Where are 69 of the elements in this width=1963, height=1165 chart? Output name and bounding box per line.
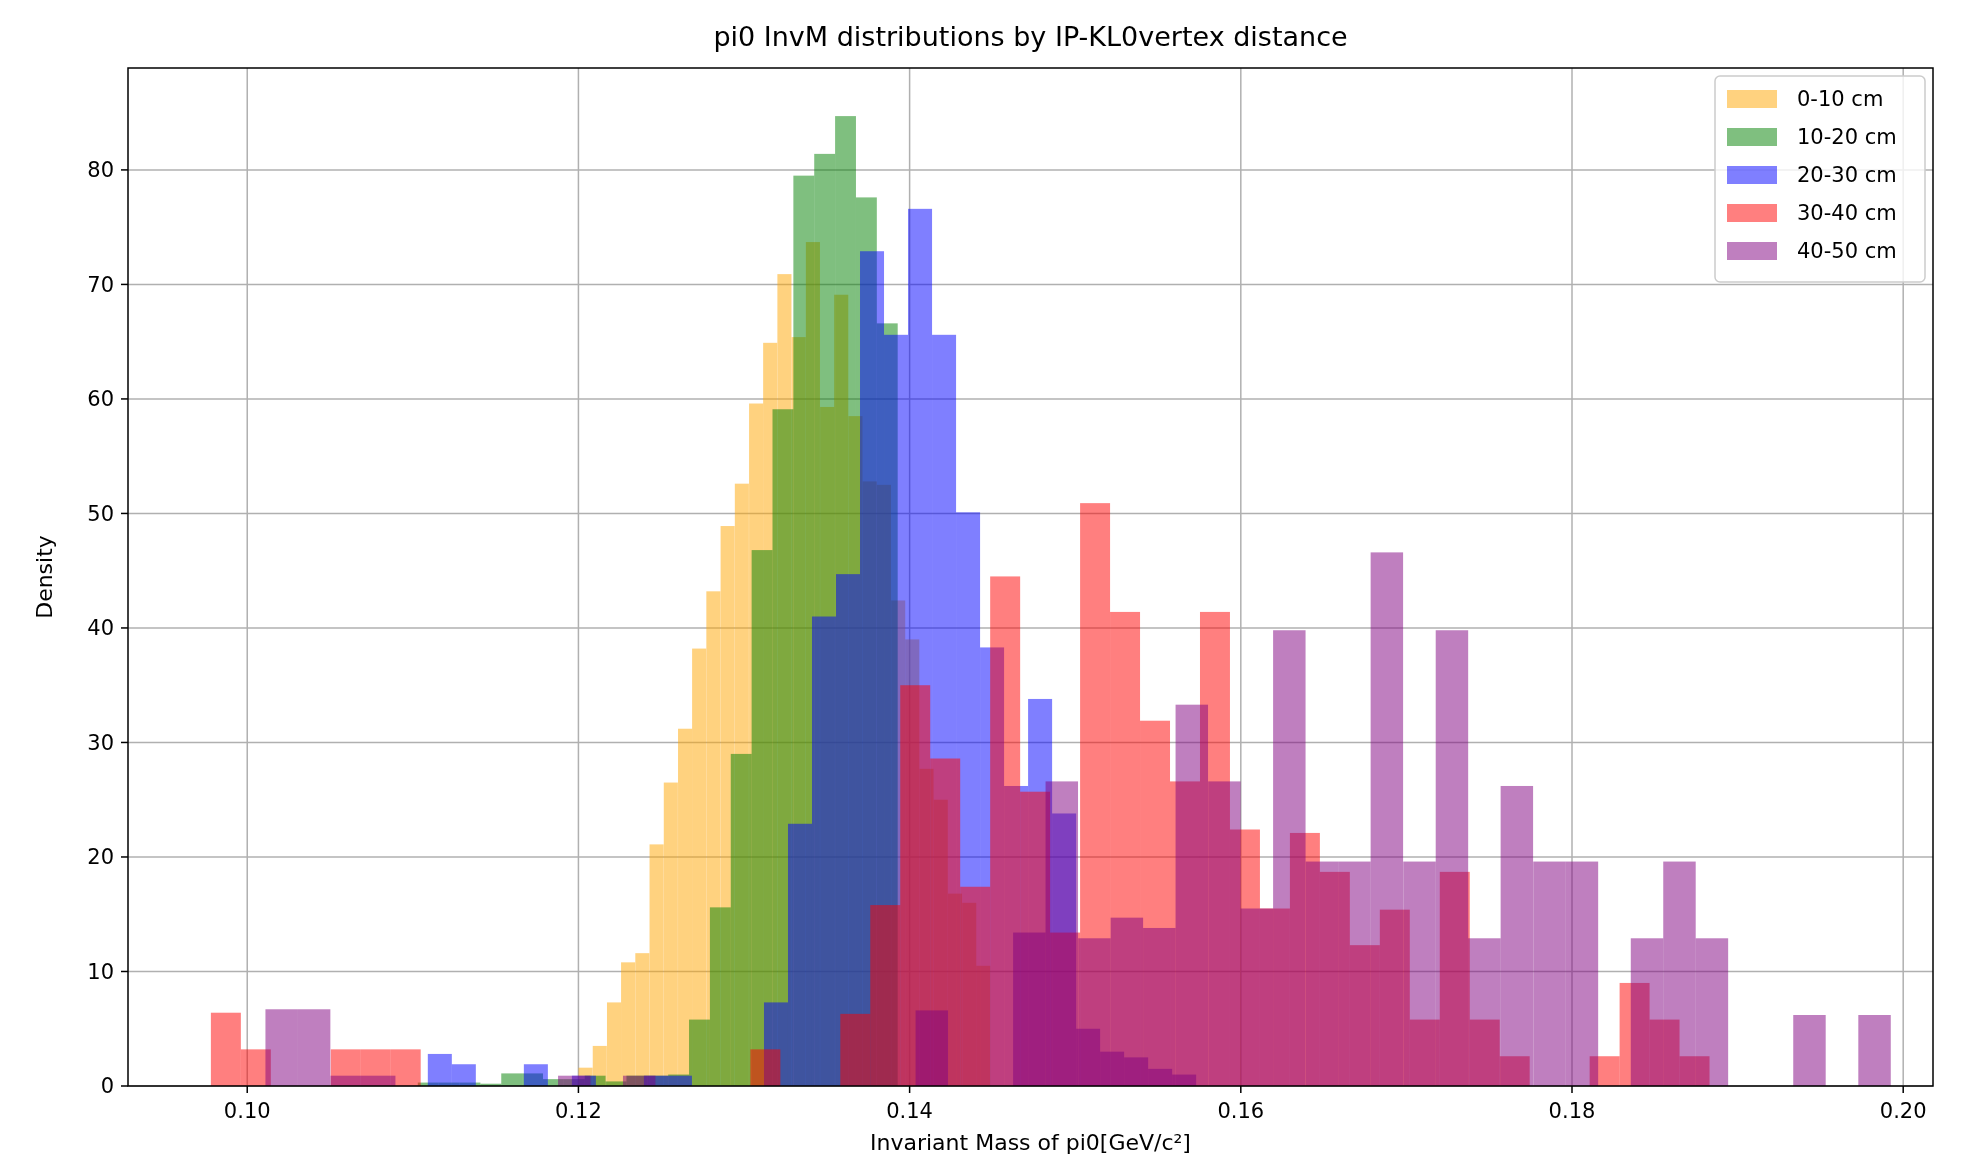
bar [265, 1009, 298, 1086]
bar [390, 1049, 421, 1086]
bar [1533, 861, 1566, 1086]
bar [1630, 938, 1664, 1086]
legend-label: 20-30 cm [1797, 163, 1897, 188]
bar [558, 1075, 591, 1086]
bar [1143, 927, 1176, 1086]
bar [1013, 932, 1046, 1086]
y-tick-label: 50 [87, 501, 114, 526]
y-tick-label: 80 [87, 158, 114, 183]
bar [1695, 938, 1729, 1086]
x-tick-label: 0.16 [1217, 1099, 1265, 1123]
bar [501, 1073, 523, 1086]
bar [427, 1053, 452, 1086]
x-tick-label: 0.18 [1548, 1099, 1596, 1123]
bar [1565, 861, 1599, 1086]
bar [900, 685, 931, 1086]
y-tick-label: 20 [87, 845, 114, 870]
bar [870, 905, 901, 1086]
bar [709, 907, 731, 1086]
y-tick-label: 60 [87, 387, 114, 412]
bar [210, 1012, 241, 1086]
bar [1240, 908, 1274, 1086]
x-tick-label: 0.14 [886, 1099, 933, 1123]
y-tick-label: 0 [100, 1074, 114, 1099]
bar [622, 1075, 656, 1086]
y-axis-title: Density [32, 535, 57, 619]
bar [1078, 938, 1111, 1086]
chart-title: pi0 InvM distributions by IP-KL0vertex distance [713, 21, 1348, 52]
x-tick-label: 0.12 [555, 1099, 602, 1123]
bar [1468, 938, 1501, 1086]
bar [451, 1064, 476, 1086]
bar [1175, 704, 1209, 1086]
bar [1403, 861, 1436, 1086]
bar [1338, 861, 1371, 1086]
bar [1663, 861, 1696, 1086]
bar [1858, 1015, 1891, 1086]
y-tick-label: 40 [87, 616, 114, 641]
bar [1305, 861, 1339, 1086]
bar [730, 753, 752, 1086]
bar [750, 1049, 781, 1086]
bar [787, 823, 812, 1086]
bar [1110, 917, 1144, 1086]
bar [960, 886, 991, 1086]
y-tick-label: 70 [87, 272, 114, 297]
bar [1208, 781, 1241, 1086]
bar [1273, 630, 1306, 1086]
bar [1045, 781, 1079, 1086]
legend-label: 40-50 cm [1797, 239, 1897, 264]
bar [1500, 785, 1534, 1086]
bar [990, 576, 1021, 1086]
bar [812, 616, 837, 1086]
bar [523, 1064, 548, 1086]
bar [930, 758, 961, 1086]
legend-label: 30-40 cm [1797, 201, 1897, 226]
bar [915, 1010, 949, 1086]
legend-label: 0-10 cm [1797, 87, 1884, 112]
y-tick-label: 30 [87, 730, 114, 755]
x-tick-label: 0.10 [223, 1099, 271, 1123]
bar [1370, 552, 1404, 1086]
bar [1435, 630, 1469, 1086]
bar [689, 1019, 710, 1086]
bar [1793, 1015, 1826, 1086]
y-tick-label: 10 [87, 959, 114, 984]
x-axis-title: Invariant Mass of pi0[GeV/c²] [870, 1130, 1191, 1155]
legend-label: 10-20 cm [1797, 125, 1897, 150]
x-tick-label: 0.20 [1879, 1099, 1927, 1123]
bar [297, 1009, 331, 1086]
bar [840, 1013, 871, 1086]
